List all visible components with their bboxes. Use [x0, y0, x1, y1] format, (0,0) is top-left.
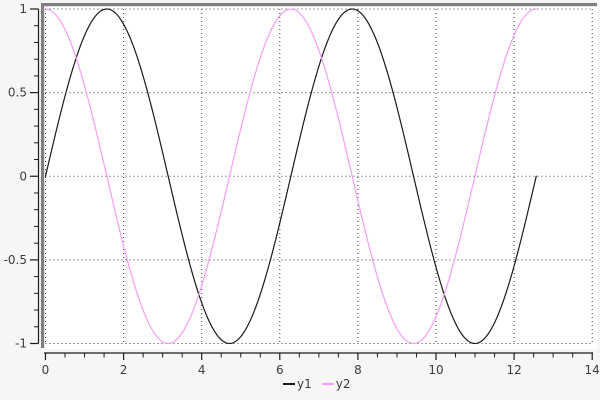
y1-label: y1	[297, 377, 312, 391]
series-y1-curve	[44, 8, 537, 345]
legend: y1 y2	[283, 377, 351, 391]
x-tick-label: 6	[276, 363, 284, 377]
frame-left	[41, 3, 45, 348]
y-tick-label: -0.5	[4, 253, 27, 267]
x-tick-label: 10	[428, 363, 443, 377]
frame-top	[41, 3, 597, 7]
y-tick-label: 0	[19, 169, 27, 183]
y1-line-swatch	[283, 383, 295, 385]
y-tick-label: 0.5	[8, 86, 27, 100]
x-tick-label: 12	[506, 363, 521, 377]
x-tick-label: 14	[585, 363, 600, 377]
y2-label: y2	[335, 377, 351, 391]
x-tick-label: 4	[198, 363, 206, 377]
series-y2-curve	[44, 8, 537, 345]
y-tick-label: -1	[15, 337, 27, 351]
legend-item-y2: y2	[321, 377, 351, 391]
legend-item-y1: y1	[283, 377, 312, 391]
y-tick-label: 1	[19, 2, 27, 16]
x-tick-label: 2	[120, 363, 128, 377]
x-tick-label: 8	[354, 363, 362, 377]
y2-line-swatch	[321, 383, 334, 385]
x-tick-label: 0	[42, 363, 50, 377]
